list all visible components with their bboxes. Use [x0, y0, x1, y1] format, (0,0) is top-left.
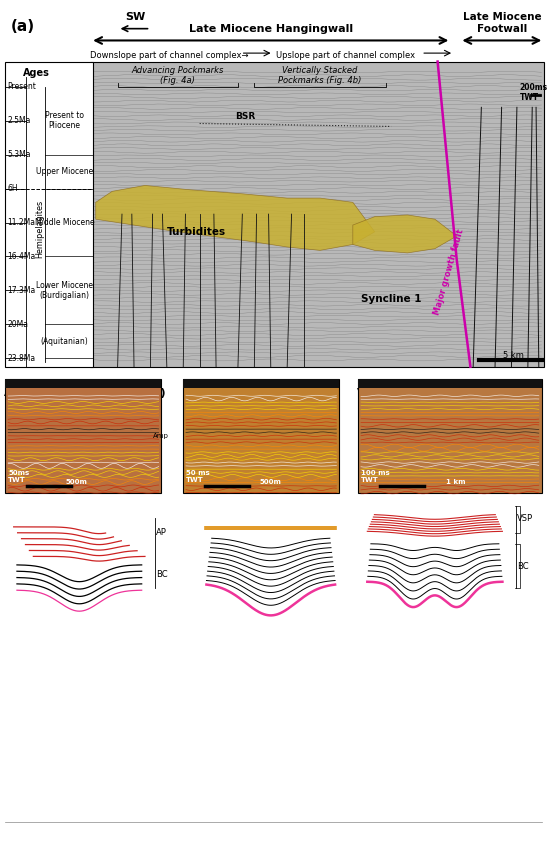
Text: Turbidites: Turbidites: [167, 227, 226, 237]
Text: (b): (b): [11, 379, 36, 395]
Text: 6H: 6H: [7, 184, 18, 193]
Text: (a): (a): [11, 19, 35, 34]
Text: 16.4Ma: 16.4Ma: [7, 252, 36, 261]
Polygon shape: [96, 185, 375, 250]
Text: Amp: Amp: [153, 433, 169, 439]
Text: SW: SW: [125, 12, 146, 22]
Text: Advancing Pockmarks
(Fig. 4a): Advancing Pockmarks (Fig. 4a): [132, 66, 224, 85]
Text: Hemipelagites: Hemipelagites: [35, 201, 44, 259]
Text: Major growth fault: Major growth fault: [432, 228, 465, 316]
Text: BC: BC: [517, 562, 528, 571]
Text: 23.8Ma: 23.8Ma: [7, 354, 35, 362]
Bar: [5, 62, 93, 367]
Text: 50ms
TWT: 50ms TWT: [8, 470, 30, 483]
Text: BSR: BSR: [235, 112, 255, 121]
Bar: [183, 379, 339, 493]
Bar: [358, 379, 542, 493]
Text: Lower Miocene
(Burdigalian): Lower Miocene (Burdigalian): [36, 281, 93, 300]
Text: 2.5Ma: 2.5Ma: [7, 116, 31, 126]
Text: 5.3Ma: 5.3Ma: [7, 150, 31, 159]
Text: Downslope SW: Downslope SW: [5, 422, 80, 431]
Text: Upper Miocene: Upper Miocene: [36, 167, 93, 176]
Text: 17.3Ma: 17.3Ma: [7, 286, 36, 295]
Text: AP: AP: [156, 529, 167, 537]
Text: Present to
Pliocene: Present to Pliocene: [45, 111, 84, 131]
Text: VSP: VSP: [517, 514, 533, 523]
Text: 500m: 500m: [260, 479, 282, 485]
Text: 20Ma: 20Ma: [7, 319, 28, 329]
Text: (+ underlying Basal Crater): (+ underlying Basal Crater): [383, 408, 508, 417]
Text: Late Miocene
Footwall: Late Miocene Footwall: [463, 12, 542, 34]
Text: Advancing Pockmark (AP): Advancing Pockmark (AP): [4, 388, 166, 398]
Text: Vertically Stacked
Pockmarks (Fig. 4b): Vertically Stacked Pockmarks (Fig. 4b): [278, 66, 362, 85]
Text: Upslope part of channel complex: Upslope part of channel complex: [276, 51, 415, 60]
Text: 50 ms
TWT: 50 ms TWT: [186, 470, 210, 483]
Polygon shape: [353, 215, 457, 253]
Text: 11.2Ma: 11.2Ma: [7, 218, 35, 227]
Bar: [5, 379, 161, 493]
Text: (Aquitanian): (Aquitanian): [40, 337, 89, 346]
Text: 200ms
TWT: 200ms TWT: [520, 83, 547, 102]
Text: Middle Miocene: Middle Miocene: [34, 218, 95, 227]
Text: Nested Pockmark (NP): Nested Pockmark (NP): [192, 388, 333, 398]
Text: Syncline 1: Syncline 1: [361, 294, 421, 304]
Text: 500m: 500m: [66, 479, 88, 485]
Bar: [5, 379, 161, 389]
Text: 5 km: 5 km: [503, 351, 524, 360]
Bar: [183, 379, 339, 389]
Text: Present: Present: [7, 83, 36, 91]
Text: Downslope part of channel complex→: Downslope part of channel complex→: [90, 51, 249, 60]
Text: Late Miocene Hangingwall: Late Miocene Hangingwall: [189, 24, 353, 34]
Text: BC: BC: [156, 571, 167, 579]
Bar: [90, 62, 544, 367]
Text: Vertically Stacked Pockmark
(VSP): Vertically Stacked Pockmark (VSP): [357, 388, 535, 410]
Text: 1 km: 1 km: [446, 479, 465, 485]
Text: (+ underlying Basal Crater): (+ underlying Basal Crater): [22, 403, 147, 412]
Text: 100 ms
TWT: 100 ms TWT: [361, 470, 390, 483]
Text: Upslope NE: Upslope NE: [484, 422, 542, 431]
Bar: [358, 379, 542, 389]
Text: Ages: Ages: [22, 68, 50, 78]
